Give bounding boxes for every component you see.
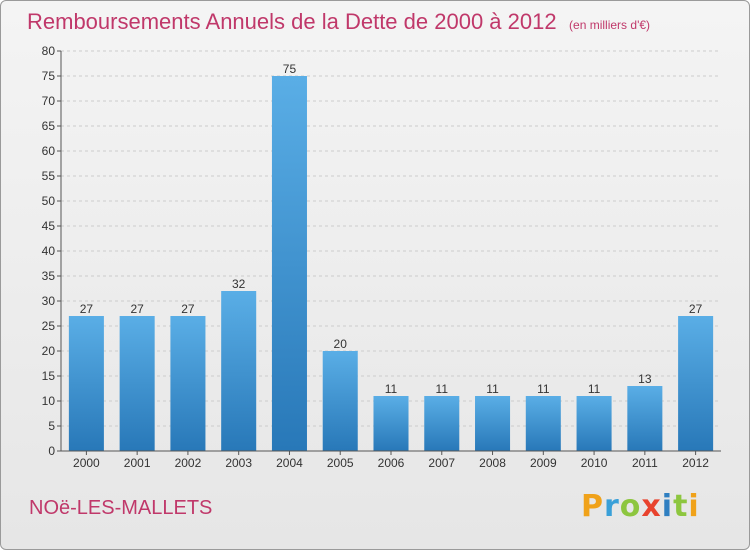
bar-value-label: 11 — [385, 382, 398, 396]
logo-letter: o — [619, 489, 642, 524]
bars — [68, 76, 714, 451]
bar-value-label: 75 — [283, 62, 297, 76]
y-tick-label: 15 — [42, 369, 56, 383]
x-tick-label: 2011 — [632, 456, 658, 470]
x-tick-label: 2009 — [530, 456, 557, 470]
bar — [424, 396, 460, 451]
y-tick-label: 65 — [42, 119, 56, 133]
y-tick-label: 40 — [42, 244, 56, 258]
bar — [119, 316, 155, 451]
chart-title-main: Remboursements Annuels de la Dette de 20… — [27, 9, 557, 34]
x-tick-label: 2006 — [378, 456, 405, 470]
logo-letter: t — [673, 489, 689, 524]
y-tick-label: 60 — [42, 144, 56, 158]
bar-value-label: 20 — [334, 337, 348, 351]
bar-value-label: 27 — [80, 302, 94, 316]
bar-value-label: 11 — [537, 382, 550, 396]
bar-value-label: 27 — [181, 302, 195, 316]
y-tick-label: 0 — [48, 444, 55, 458]
chart-title-unit: (en milliers d'€) — [569, 18, 651, 32]
logo-letter: r — [604, 489, 620, 524]
bar-value-label: 13 — [638, 372, 652, 386]
bar-value-label: 32 — [232, 277, 246, 291]
logo-letter: x — [641, 489, 662, 524]
x-tick-label: 2002 — [175, 456, 202, 470]
proxiti-logo: Proxiti — [581, 489, 700, 524]
y-tick-label: 25 — [42, 319, 56, 333]
y-tick-label: 45 — [42, 219, 56, 233]
data-labels: 27 27 27 32 75 20 11 11 11 11 11 13 27 — [80, 62, 703, 396]
x-tick-label: 2012 — [682, 456, 709, 470]
x-tick-label: 2005 — [327, 456, 354, 470]
y-tick-label: 50 — [42, 194, 56, 208]
y-tick-label: 80 — [42, 44, 56, 58]
bar-value-label: 11 — [436, 382, 449, 396]
y-tick-label: 5 — [48, 419, 55, 433]
y-tick-label: 30 — [42, 294, 56, 308]
chart-title: Remboursements Annuels de la Dette de 20… — [27, 9, 650, 35]
y-tick-label: 20 — [42, 344, 56, 358]
x-tick-label: 2001 — [124, 456, 151, 470]
commune-name: NOë-LES-MALLETS — [29, 497, 213, 519]
x-tick-label: 2000 — [73, 456, 100, 470]
bar-value-label: 11 — [486, 382, 499, 396]
y-tick-label: 55 — [42, 169, 56, 183]
axes: 0 5 10 15 20 25 30 35 40 45 50 55 60 65 70 75 80 2000 2001… — [42, 44, 721, 470]
logo-letter: i — [688, 489, 700, 524]
bar — [576, 396, 612, 451]
x-tick-label: 2007 — [428, 456, 455, 470]
bar — [322, 351, 358, 451]
bar — [627, 386, 663, 451]
x-tick-label: 2010 — [581, 456, 608, 470]
bar — [68, 316, 104, 451]
x-tick-label: 2003 — [225, 456, 252, 470]
x-tick-label: 2004 — [276, 456, 303, 470]
bar — [221, 291, 257, 451]
logo-letter: P — [581, 489, 604, 524]
y-tick-label: 75 — [42, 69, 56, 83]
bar — [373, 396, 409, 451]
bar-value-label: 11 — [588, 382, 601, 396]
bar — [475, 396, 511, 451]
y-tick-label: 10 — [42, 394, 56, 408]
bar-value-label: 27 — [130, 302, 144, 316]
y-tick-label: 70 — [42, 94, 56, 108]
logo-letter: i — [661, 489, 674, 524]
bar — [678, 316, 714, 451]
bar — [271, 76, 307, 451]
bar — [170, 316, 206, 451]
bar — [525, 396, 561, 451]
grid-lines — [61, 50, 721, 427]
x-tick-label: 2008 — [479, 456, 506, 470]
y-tick-label: 35 — [42, 269, 56, 283]
bar-value-label: 27 — [689, 302, 703, 316]
